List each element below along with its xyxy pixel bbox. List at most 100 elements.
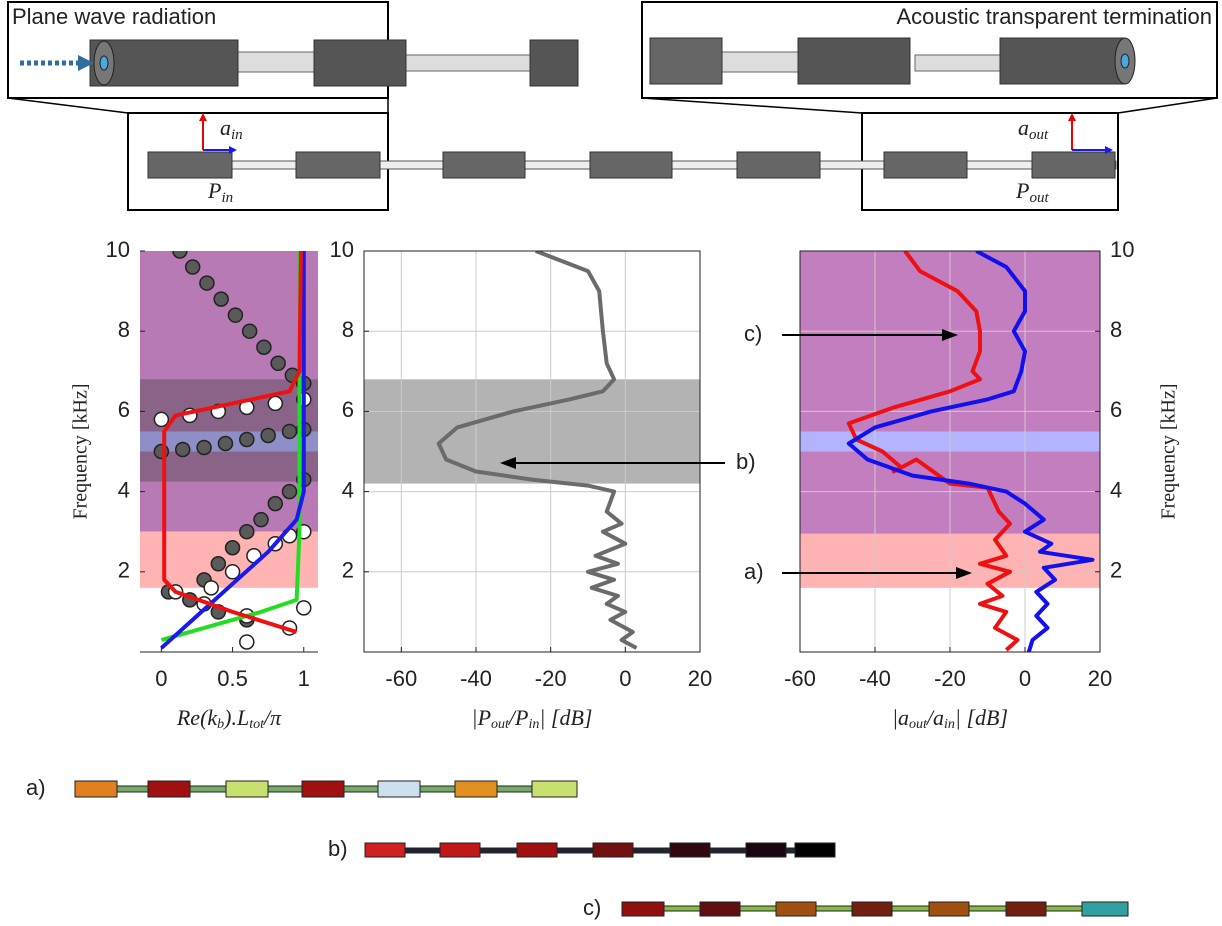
arrow-head: [229, 146, 237, 154]
y-tick-label: 4: [342, 477, 354, 502]
y-tick-label: 6: [1110, 397, 1122, 422]
x-tick-label: 0: [619, 666, 631, 691]
x-tick-label: 20: [1088, 666, 1112, 691]
x-axis-label: Re(kb).Ltot/π: [176, 705, 282, 732]
marker: [260, 427, 276, 444]
label-base: P: [1015, 178, 1029, 203]
marker: [267, 395, 284, 412]
arrow-head: [942, 329, 958, 341]
marker: [239, 634, 255, 650]
y-tick-label: 2: [118, 558, 130, 583]
y-axis-label: Frequency [kHz]: [1158, 383, 1180, 519]
x-tick-label: -40: [859, 666, 891, 691]
label-base: a: [1018, 115, 1029, 140]
arrow-head: [956, 567, 972, 579]
x-tick-label: 0.5: [217, 666, 248, 691]
label-subscript: out: [1029, 127, 1049, 143]
arrow-head: [199, 113, 207, 121]
plot-area: [800, 251, 1100, 652]
strip-cell: [775, 901, 817, 917]
label-base: a: [220, 115, 231, 140]
marker: [153, 411, 170, 428]
x-axis-label: |Pout/Pin| [dB]: [472, 705, 593, 732]
subscript: in: [528, 717, 539, 732]
x-axis-label: |aout/ain| [dB]: [892, 705, 1008, 732]
x-tick-label: -60: [784, 666, 816, 691]
y-tick-label: 4: [118, 477, 130, 502]
cylinder: [442, 151, 526, 179]
subscript: b: [217, 717, 224, 732]
plot-area: [364, 251, 700, 652]
strip-cell: [225, 780, 269, 798]
y-tick-label: 10: [1110, 237, 1134, 262]
marker: [256, 339, 272, 355]
x-tick-label: -20: [535, 666, 567, 691]
marker: [281, 483, 298, 500]
strip-cell: [377, 780, 421, 798]
marker: [196, 439, 212, 456]
label-subscript: in: [231, 127, 243, 143]
cylinder: [295, 151, 381, 179]
annotation: a): [744, 559, 764, 584]
y-axis-label: Frequency [kHz]: [70, 383, 92, 519]
arrow-head: [1068, 113, 1076, 121]
cylinder: [147, 151, 233, 179]
outlet-hole: [1120, 53, 1130, 69]
band: [364, 379, 700, 484]
y-tick-label: 8: [1110, 317, 1122, 342]
cylinder: [736, 151, 821, 179]
marker: [210, 556, 227, 572]
strip-cell: [301, 780, 345, 798]
strip-cell: [531, 780, 578, 798]
inset-title: Acoustic transparent termination: [897, 4, 1213, 29]
series-line: [846, 251, 1020, 652]
annotation-arrows: [512, 334, 958, 574]
strip-cell: [699, 901, 741, 917]
y-tick-label: 8: [118, 317, 130, 342]
series-line: [162, 251, 303, 634]
text-part: | [dB]: [955, 705, 1008, 730]
arrow-head: [78, 55, 94, 71]
cylinder: [649, 37, 723, 85]
tube: [719, 51, 801, 73]
tube: [234, 51, 316, 73]
mode-shape-label: a): [26, 775, 46, 800]
text-part: | [dB]: [539, 705, 592, 730]
strip-cell: [851, 901, 893, 917]
y-tick-label: 10: [330, 237, 354, 262]
x-tick-label: 20: [688, 666, 712, 691]
cylinder: [529, 39, 579, 87]
arrow-head: [500, 457, 516, 469]
marker: [253, 511, 269, 528]
strip-cell: [928, 901, 970, 917]
marker: [217, 435, 234, 452]
strip-cell: [516, 842, 558, 858]
marker: [174, 441, 191, 458]
plot-frame: [799, 250, 1101, 653]
y-tick-label: 2: [342, 558, 354, 583]
arrow-head: [1105, 146, 1113, 154]
marker: [203, 580, 219, 596]
strip-cell: [1005, 901, 1047, 917]
inlet-hole: [99, 55, 109, 71]
subscript: in: [944, 717, 955, 732]
cylinder: [313, 39, 407, 87]
zoom-line: [1117, 97, 1218, 114]
cylinder: [797, 37, 911, 85]
marker: [224, 564, 241, 580]
series-line: [160, 251, 302, 642]
label-subscript: in: [221, 190, 233, 206]
cylinder: [589, 151, 673, 179]
marker: [270, 355, 286, 372]
text-part: ).L: [222, 705, 249, 730]
tube: [914, 54, 1006, 72]
marker: [296, 600, 312, 616]
y-tick-label: 10: [106, 237, 130, 262]
marker: [281, 423, 298, 440]
mode-shapes: [74, 780, 1129, 917]
annotation: c): [744, 321, 762, 346]
inlet-acceleration-label: ain: [220, 115, 243, 143]
marker: [213, 291, 229, 307]
zoom-line: [641, 97, 863, 114]
